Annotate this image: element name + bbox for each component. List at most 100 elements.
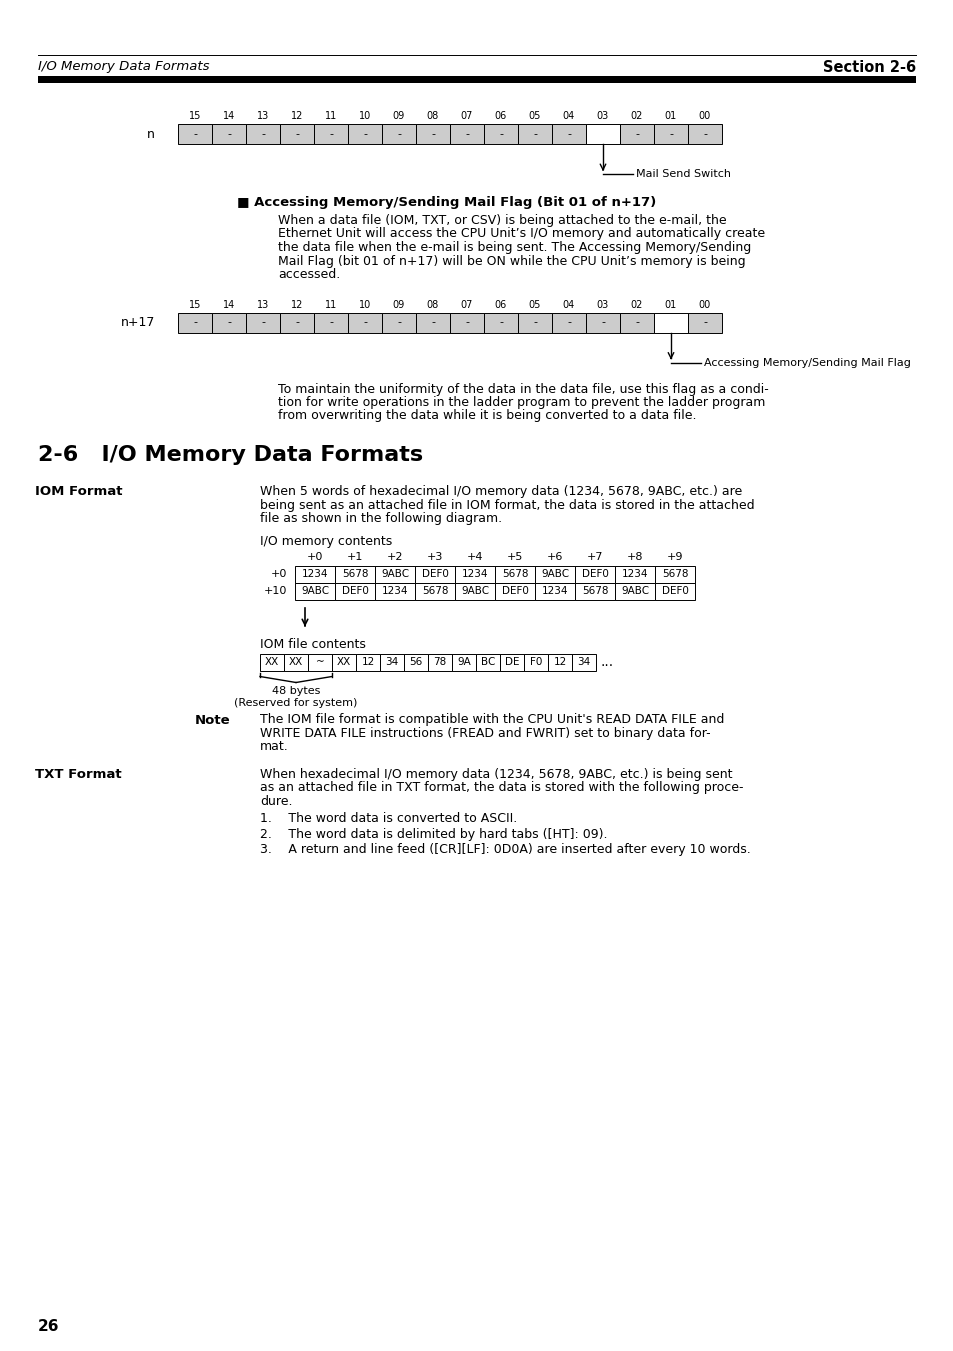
Bar — [348, 124, 381, 145]
Text: When hexadecimal I/O memory data (1234, 5678, 9ABC, etc.) is being sent: When hexadecimal I/O memory data (1234, … — [260, 767, 732, 781]
Text: -: - — [600, 317, 604, 327]
Text: 00: 00 — [699, 300, 710, 309]
Text: 04: 04 — [562, 300, 575, 309]
Text: 08: 08 — [426, 300, 438, 309]
Text: 5678: 5678 — [341, 569, 368, 580]
Bar — [308, 654, 332, 670]
Text: 2.  The word data is delimited by hard tabs ([HT]: 09).: 2. The word data is delimited by hard ta… — [260, 828, 607, 842]
Text: ~: ~ — [315, 657, 324, 667]
Bar — [552, 312, 585, 332]
Text: 11: 11 — [325, 111, 336, 122]
Bar — [415, 582, 455, 600]
Text: 9ABC: 9ABC — [540, 569, 569, 580]
Text: 2-6   I/O Memory Data Formats: 2-6 I/O Memory Data Formats — [38, 444, 423, 465]
Text: -: - — [566, 128, 571, 139]
Text: IOM Format: IOM Format — [35, 485, 122, 499]
Text: 09: 09 — [393, 300, 405, 309]
Text: DEF0: DEF0 — [341, 586, 368, 596]
Bar — [517, 312, 552, 332]
Bar — [178, 124, 212, 145]
Bar — [335, 582, 375, 600]
Text: 12: 12 — [553, 657, 566, 667]
Text: Note: Note — [194, 713, 231, 727]
Text: -: - — [329, 128, 333, 139]
Text: 03: 03 — [597, 300, 608, 309]
Text: 1234: 1234 — [301, 569, 328, 580]
Text: +1: +1 — [347, 551, 363, 562]
Text: +4: +4 — [466, 551, 483, 562]
Text: -: - — [533, 317, 537, 327]
Bar — [246, 312, 280, 332]
Text: (Reserved for system): (Reserved for system) — [234, 697, 357, 708]
Text: -: - — [635, 317, 639, 327]
Text: +8: +8 — [626, 551, 642, 562]
Text: -: - — [431, 128, 435, 139]
Bar — [535, 566, 575, 582]
Bar — [615, 566, 655, 582]
Bar — [535, 582, 575, 600]
Text: 1234: 1234 — [541, 586, 568, 596]
Text: 09: 09 — [393, 111, 405, 122]
Text: 5678: 5678 — [661, 569, 687, 580]
Bar — [585, 124, 619, 145]
Text: 06: 06 — [495, 300, 507, 309]
Bar — [615, 582, 655, 600]
Text: DE: DE — [504, 657, 518, 667]
Text: 9ABC: 9ABC — [300, 586, 329, 596]
Bar — [314, 124, 348, 145]
Text: 78: 78 — [433, 657, 446, 667]
Text: Ethernet Unit will access the CPU Unit’s I/O memory and automatically create: Ethernet Unit will access the CPU Unit’s… — [277, 227, 764, 240]
Text: Accessing Memory/Sending Mail Flag: Accessing Memory/Sending Mail Flag — [703, 358, 910, 367]
Bar — [450, 312, 483, 332]
Text: When 5 words of hexadecimal I/O memory data (1234, 5678, 9ABC, etc.) are: When 5 words of hexadecimal I/O memory d… — [260, 485, 741, 499]
Bar — [335, 566, 375, 582]
Bar — [654, 312, 687, 332]
Text: +2: +2 — [386, 551, 403, 562]
Text: -: - — [498, 128, 502, 139]
Text: 05: 05 — [528, 300, 540, 309]
Text: 34: 34 — [385, 657, 398, 667]
Text: tion for write operations in the ladder program to prevent the ladder program: tion for write operations in the ladder … — [277, 396, 764, 409]
Bar — [655, 566, 695, 582]
Bar — [619, 312, 654, 332]
Text: 01: 01 — [664, 300, 677, 309]
Text: 10: 10 — [358, 111, 371, 122]
Text: To maintain the uniformity of the data in the data file, use this flag as a cond: To maintain the uniformity of the data i… — [277, 382, 768, 396]
Text: 10: 10 — [358, 300, 371, 309]
Bar — [428, 654, 452, 670]
Text: 07: 07 — [460, 300, 473, 309]
Bar — [523, 654, 547, 670]
Bar — [483, 312, 517, 332]
Bar — [178, 312, 212, 332]
Text: 3.  A return and line feed ([CR][LF]: 0D0A) are inserted after every 10 words.: 3. A return and line feed ([CR][LF]: 0D0… — [260, 843, 750, 857]
Text: 56: 56 — [409, 657, 422, 667]
Text: 1.  The word data is converted to ASCII.: 1. The word data is converted to ASCII. — [260, 812, 517, 825]
Bar — [687, 124, 721, 145]
Bar — [483, 124, 517, 145]
Bar — [375, 566, 415, 582]
Text: 01: 01 — [664, 111, 677, 122]
Text: DEF0: DEF0 — [660, 586, 688, 596]
Bar — [294, 582, 335, 600]
Text: -: - — [227, 128, 231, 139]
Text: +0: +0 — [271, 569, 287, 580]
Text: -: - — [193, 317, 196, 327]
Text: ■ Accessing Memory/Sending Mail Flag (Bit 01 of n+17): ■ Accessing Memory/Sending Mail Flag (Bi… — [236, 196, 656, 209]
Text: 9ABC: 9ABC — [380, 569, 409, 580]
Text: 14: 14 — [223, 300, 234, 309]
Text: +0: +0 — [307, 551, 323, 562]
Text: -: - — [533, 128, 537, 139]
Text: as an attached file in TXT format, the data is stored with the following proce-: as an attached file in TXT format, the d… — [260, 781, 742, 794]
Text: -: - — [363, 128, 367, 139]
Text: 06: 06 — [495, 111, 507, 122]
Bar — [654, 124, 687, 145]
Bar — [294, 566, 335, 582]
Bar — [455, 566, 495, 582]
Text: 1234: 1234 — [381, 586, 408, 596]
Bar — [572, 654, 596, 670]
Bar — [212, 124, 246, 145]
Bar — [655, 582, 695, 600]
Text: -: - — [702, 128, 706, 139]
Bar — [260, 654, 284, 670]
Text: BC: BC — [480, 657, 495, 667]
